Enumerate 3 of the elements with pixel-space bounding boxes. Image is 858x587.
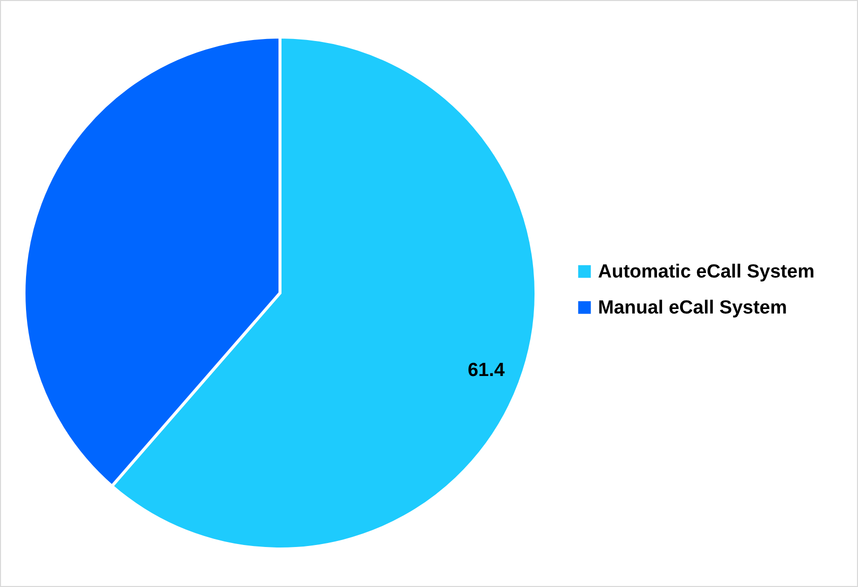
legend-label: Manual eCall System (598, 298, 788, 318)
data-label: 61.4 (468, 360, 506, 382)
legend-label: Automatic eCall System (598, 262, 814, 282)
